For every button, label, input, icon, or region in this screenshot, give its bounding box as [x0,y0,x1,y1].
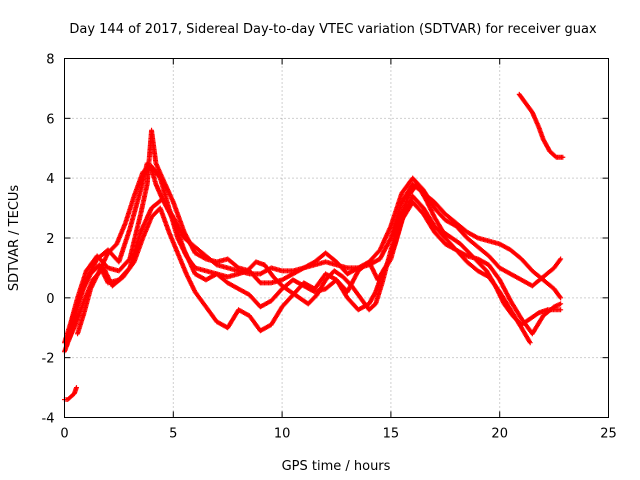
x-tick-label: 25 [600,427,617,442]
series-track-7 [516,91,566,160]
plot-frame [64,58,609,418]
grid [64,58,609,418]
series-track-5 [75,163,564,337]
y-axis-label: SDTVAR / TECUs [7,185,22,292]
x-tick-label: 5 [169,427,177,442]
data-point [527,340,533,346]
data-point [256,279,262,285]
data-point [558,307,564,313]
data-point [558,256,564,262]
y-tick-label: -2 [42,352,55,367]
chart-title: Day 144 of 2017, Sidereal Day-to-day VTE… [69,22,597,37]
x-tick-label: 0 [60,427,68,442]
data-point [558,301,564,307]
data-point [560,154,566,160]
y-tick-label: 8 [46,53,54,68]
y-tick-label: 2 [46,232,54,247]
x-tick-label: 20 [491,427,508,442]
x-tick-label: 15 [383,427,400,442]
x-tick-label: 10 [274,427,291,442]
x-axis-label: GPS time / hours [282,459,391,474]
y-tick-label: 4 [46,172,54,187]
data-point [558,295,564,301]
y-tick-label: 0 [46,292,54,307]
series-track-6 [62,385,79,403]
y-tick-label: 6 [46,112,54,127]
data-points [62,91,566,403]
y-tick-label: -4 [42,412,55,427]
data-point [73,385,79,391]
